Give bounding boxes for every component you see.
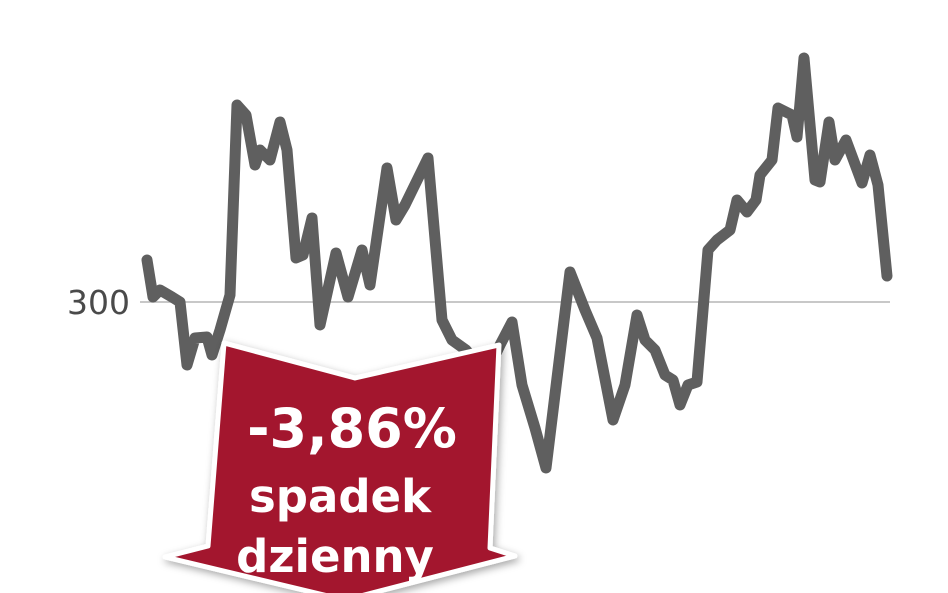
daily-change-badge: -3,86% spadek dzienny	[162, 340, 518, 593]
down-arrow-badge-shape	[162, 340, 518, 593]
badge-label-line1: spadek	[249, 470, 432, 523]
y-tick-label-300: 300	[67, 283, 130, 322]
daily-change-value: -3,86%	[247, 397, 457, 460]
price-series-line	[141, 52, 893, 474]
badge-label-line2: dzienny	[236, 530, 434, 583]
